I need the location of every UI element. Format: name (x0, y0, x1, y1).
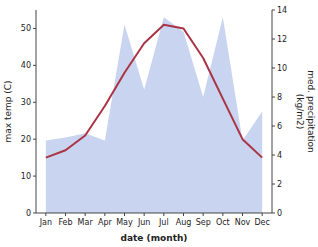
y-tick-label: 30 (21, 98, 31, 107)
x-tick-label: Jan (39, 218, 52, 227)
y2-tick-label: 12 (277, 35, 287, 44)
x-tick-label: Jul (158, 218, 169, 227)
y-tick (33, 28, 36, 29)
y2-tick (272, 213, 275, 214)
x-tick-label: Aug (176, 218, 192, 227)
x-tick-label: Nov (235, 218, 251, 227)
x-tick (104, 213, 105, 216)
marks (46, 17, 262, 213)
x-tick-label: Sep (196, 218, 211, 227)
x-tick (124, 213, 125, 216)
y-axis-line (36, 10, 37, 213)
y-axis-label: max temp (C) (3, 80, 13, 142)
y2-tick (272, 155, 275, 156)
x-tick-label: Jun (137, 218, 151, 227)
x-tick-label: Feb (58, 218, 72, 227)
precip-area (46, 17, 262, 213)
y2-tick (272, 126, 275, 127)
x-tick (222, 213, 223, 216)
y-tick-label: 0 (26, 209, 31, 218)
y2-tick (272, 68, 275, 69)
x-tick-label: Oct (216, 218, 230, 227)
y2-axis-label-line: (kg/m2) (295, 94, 305, 129)
y2-tick-label: 14 (277, 6, 287, 15)
y-tick (33, 102, 36, 103)
y2-tick-label: 6 (277, 122, 282, 131)
x-tick-label: Mar (78, 218, 94, 227)
x-tick (163, 213, 164, 216)
y2-tick-label: 10 (277, 64, 287, 73)
y2-tick-label: 4 (277, 151, 282, 160)
y-tick-label: 40 (21, 61, 31, 70)
y2-tick-label: 8 (277, 93, 282, 102)
y2-axis-line (272, 10, 273, 213)
y-tick (33, 213, 36, 214)
y2-tick (272, 39, 275, 40)
x-tick (45, 213, 46, 216)
temp-line (46, 25, 262, 158)
x-tick (85, 213, 86, 216)
y-tick-label: 20 (21, 135, 31, 144)
y2-tick-label: 0 (277, 209, 282, 218)
y2-tick (272, 97, 275, 98)
x-tick-label: Apr (98, 218, 113, 227)
y2-tick (272, 184, 275, 185)
y-tick-label: 10 (21, 172, 31, 181)
x-tick (203, 213, 204, 216)
x-tick (65, 213, 66, 216)
x-tick-label: May (116, 218, 133, 227)
y-tick (33, 139, 36, 140)
x-tick (242, 213, 243, 216)
x-tick (183, 213, 184, 216)
y2-tick (272, 10, 275, 11)
y2-axis-label-line: med. precipitation (306, 70, 316, 152)
x-axis-line (36, 213, 272, 214)
x-axis-label: date (month) (121, 233, 188, 243)
chart: Jan Feb Mar AprMay Jun Jul Aug Sep Oct NovDec 0 10 2… (0, 0, 318, 247)
y-tick (33, 65, 36, 66)
x-tick (262, 213, 263, 216)
y-tick-label: 50 (21, 24, 31, 33)
y2-axis-label: med. precipitation(kg/m2) (295, 70, 316, 152)
y-tick (33, 176, 36, 177)
x-tick (144, 213, 145, 216)
y2-tick-label: 2 (277, 180, 282, 189)
x-tick-label: Dec (254, 218, 269, 227)
